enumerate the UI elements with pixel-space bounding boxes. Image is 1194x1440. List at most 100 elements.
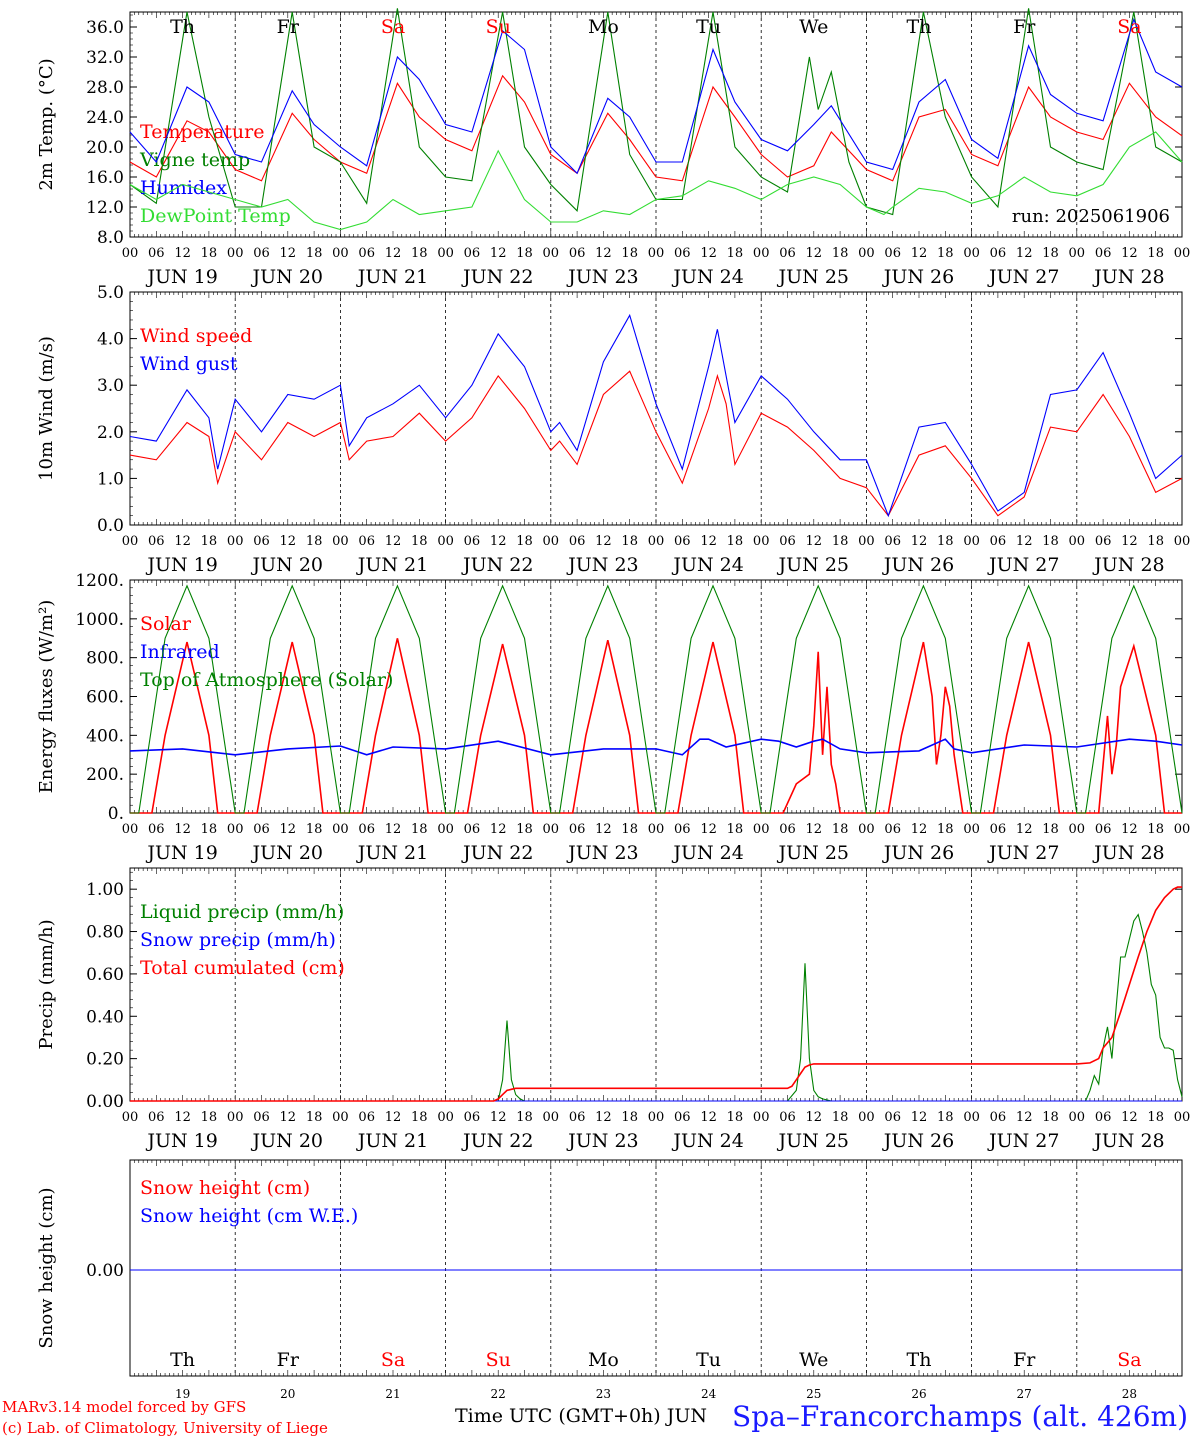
hour-tick-label: 18 bbox=[201, 1110, 218, 1125]
date-label: JUN 19 bbox=[145, 554, 217, 576]
hour-tick-label: 12 bbox=[806, 246, 823, 261]
hour-tick-label: 06 bbox=[1095, 246, 1112, 261]
y-tick-label: 1.00 bbox=[86, 880, 124, 900]
hour-tick-label: 06 bbox=[148, 822, 165, 837]
hour-tick-label: 12 bbox=[490, 534, 507, 549]
y-tick-label: 36.0 bbox=[86, 18, 124, 38]
hour-tick-label: 00 bbox=[858, 534, 875, 549]
weekday-label: Fr bbox=[277, 1349, 300, 1371]
hour-tick-label: 18 bbox=[621, 534, 638, 549]
hour-tick-label: 06 bbox=[884, 534, 901, 549]
date-label: JUN 24 bbox=[671, 266, 743, 288]
hour-tick-label: 12 bbox=[911, 246, 928, 261]
legend-entry: Infrared bbox=[140, 641, 220, 663]
hour-tick-label: 06 bbox=[779, 1110, 796, 1125]
hour-tick-label: 00 bbox=[963, 822, 980, 837]
y-tick-label: 2.0 bbox=[97, 423, 124, 443]
y-tick-label: 16.0 bbox=[86, 168, 124, 188]
hour-tick-label: 18 bbox=[516, 534, 533, 549]
hour-tick-label: 12 bbox=[490, 246, 507, 261]
hour-tick-label: 06 bbox=[674, 822, 691, 837]
panel-3: 0. 200. 400. 600. 800. 1000. 1200. Energy fluxe… bbox=[36, 571, 1190, 864]
y-tick-label: 32.0 bbox=[86, 48, 124, 68]
hour-tick-label: 00 bbox=[122, 534, 139, 549]
hour-tick-label: 06 bbox=[884, 246, 901, 261]
weekday-label: Fr bbox=[1013, 16, 1036, 38]
hour-tick-label: 12 bbox=[1016, 534, 1033, 549]
weekday-label: Fr bbox=[1013, 1349, 1036, 1371]
hour-tick-label: 18 bbox=[201, 534, 218, 549]
panel-5: 0.00 Snow height (cm) Snow height (cm) Snow… bbox=[36, 1159, 1183, 1401]
date-label: JUN 25 bbox=[777, 266, 849, 288]
series-line bbox=[129, 738, 1183, 756]
hour-tick-label: 00 bbox=[332, 534, 349, 549]
y-tick-label: 12.0 bbox=[86, 198, 124, 218]
hour-tick-label: 06 bbox=[990, 1110, 1007, 1125]
hour-tick-label: 06 bbox=[674, 534, 691, 549]
hour-tick-label: 00 bbox=[648, 534, 665, 549]
hour-tick-label: 06 bbox=[884, 1110, 901, 1125]
hour-tick-label: 00 bbox=[332, 822, 349, 837]
hour-tick-label: 00 bbox=[858, 246, 875, 261]
hour-tick-label: 06 bbox=[253, 246, 270, 261]
legend-entry: DewPoint Temp bbox=[140, 205, 291, 227]
hour-tick-label: 12 bbox=[385, 1110, 402, 1125]
weekday-label: Tu bbox=[696, 16, 721, 38]
hour-tick-label: 12 bbox=[700, 534, 717, 549]
run-label: run: 2025061906 bbox=[1012, 206, 1170, 227]
weekday-label: Fr bbox=[277, 16, 300, 38]
hour-tick-label: 06 bbox=[253, 1110, 270, 1125]
hour-tick-label: 06 bbox=[990, 822, 1007, 837]
hour-tick-label: 00 bbox=[753, 822, 770, 837]
series-line bbox=[130, 913, 1183, 1102]
hour-tick-label: 18 bbox=[1147, 822, 1164, 837]
day-number-label: 24 bbox=[701, 1387, 717, 1401]
date-label: JUN 26 bbox=[882, 554, 954, 576]
date-label: JUN 25 bbox=[777, 554, 849, 576]
date-label: JUN 23 bbox=[566, 266, 638, 288]
hour-tick-label: 18 bbox=[832, 534, 849, 549]
series-line bbox=[129, 370, 1183, 517]
hour-tick-label: 12 bbox=[385, 822, 402, 837]
y-tick-label: 0.80 bbox=[86, 923, 124, 943]
hour-tick-label: 00 bbox=[753, 1110, 770, 1125]
hour-tick-label: 00 bbox=[122, 1110, 139, 1125]
hour-tick-label: 12 bbox=[700, 1110, 717, 1125]
y-tick-label: 5.0 bbox=[97, 283, 124, 303]
hour-tick-label: 00 bbox=[543, 246, 560, 261]
hour-tick-label: 00 bbox=[543, 1110, 560, 1125]
date-label: JUN 27 bbox=[987, 554, 1059, 576]
date-label: JUN 22 bbox=[461, 842, 533, 864]
hour-tick-label: 00 bbox=[858, 1110, 875, 1125]
y-tick-label: 0.0 bbox=[97, 516, 124, 536]
hour-tick-label: 12 bbox=[595, 822, 612, 837]
legend-entry: Snow precip (mm/h) bbox=[140, 929, 336, 951]
hour-tick-label: 12 bbox=[280, 822, 297, 837]
hour-tick-label: 00 bbox=[753, 534, 770, 549]
hour-tick-label: 00 bbox=[648, 246, 665, 261]
weekday-label: Th bbox=[170, 16, 195, 38]
legend-entry: Humidex bbox=[140, 177, 227, 199]
hour-tick-label: 06 bbox=[674, 1110, 691, 1125]
hour-tick-label: 12 bbox=[280, 1110, 297, 1125]
hour-tick-label: 00 bbox=[1174, 246, 1191, 261]
date-label: JUN 22 bbox=[461, 554, 533, 576]
weekday-label: Th bbox=[170, 1349, 195, 1371]
hour-tick-label: 00 bbox=[1069, 1110, 1086, 1125]
hour-tick-label: 12 bbox=[174, 246, 191, 261]
legend-entry: Solar bbox=[140, 613, 192, 635]
hour-tick-label: 06 bbox=[779, 246, 796, 261]
date-label: JUN 25 bbox=[777, 1130, 849, 1152]
hour-tick-label: 00 bbox=[1069, 534, 1086, 549]
hour-tick-label: 18 bbox=[832, 822, 849, 837]
hour-tick-label: 18 bbox=[1042, 246, 1059, 261]
day-number-label: 26 bbox=[911, 1387, 926, 1401]
hour-tick-label: 00 bbox=[437, 246, 454, 261]
hour-tick-label: 12 bbox=[1121, 1110, 1138, 1125]
hour-tick-label: 12 bbox=[1121, 822, 1138, 837]
date-label: JUN 24 bbox=[671, 1130, 743, 1152]
y-axis-label: 2m Temp. (°C) bbox=[36, 58, 57, 190]
hour-tick-label: 00 bbox=[227, 534, 244, 549]
hour-tick-label: 00 bbox=[227, 246, 244, 261]
hour-tick-label: 00 bbox=[963, 1110, 980, 1125]
